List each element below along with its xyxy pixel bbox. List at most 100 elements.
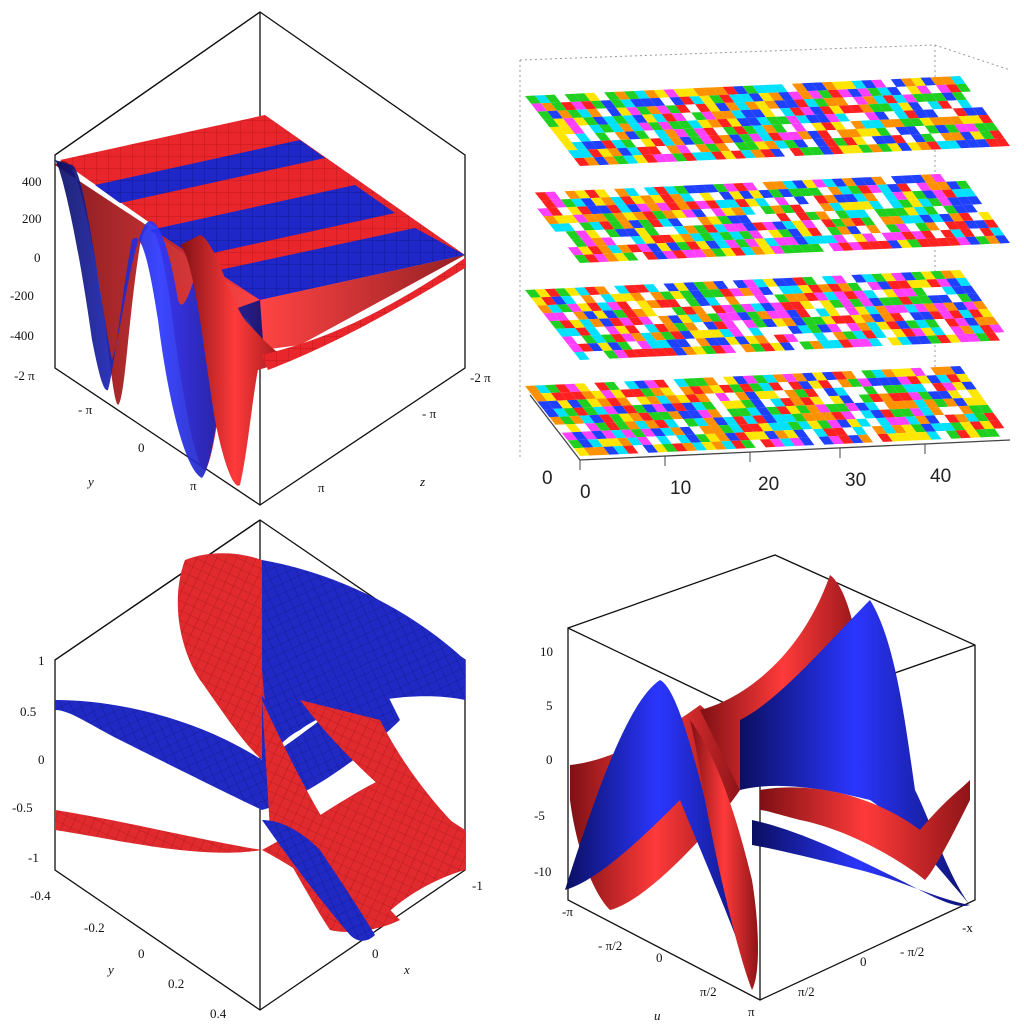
tr-cell [681,306,697,315]
tr-cell [685,144,702,153]
tr-cell [657,218,674,227]
tr-cell [856,128,872,137]
tr-cell [573,254,590,263]
tr-cell [891,425,907,434]
tr-cell [897,296,914,305]
tr-cell [594,422,611,431]
br-z-tick: 5 [546,698,553,713]
tr-cell [914,222,931,232]
tr-cell [691,306,707,315]
tr-cell [700,208,717,217]
tr-cell [813,195,829,204]
tr-cell [559,126,576,135]
tr-cell [572,407,589,416]
tr-cell [754,198,770,207]
tr-cell [848,104,865,113]
tr-cell [572,214,589,223]
tr-cell [697,119,713,129]
tr-cell [652,251,668,260]
bl-x-tick: -1 [472,878,483,893]
tr-cell [933,108,949,118]
tr-cell [575,230,592,239]
tr-cell [577,343,594,352]
tr-cell [872,385,888,394]
tr-cell [874,208,890,217]
tr-cell [579,319,595,328]
tr-cell [586,398,603,408]
tr-cell [742,222,758,231]
tr-cell [826,419,843,429]
tr-cell [728,328,745,337]
tr-cell [629,388,646,397]
tr-cell [962,397,978,406]
tr-cell [675,339,692,348]
tr-cell [693,322,709,331]
tr-cell [919,117,935,126]
tr-cell [541,102,557,112]
tr-cell [805,211,821,221]
tr-cell [802,429,819,438]
tr-cell [695,144,711,153]
tr-cell [656,242,672,252]
tr-cell [630,429,647,438]
tr-cell [866,87,883,97]
tr-cell [566,109,583,118]
tr-cell [659,234,676,243]
tr-cell [900,134,917,143]
tr-cell [572,117,589,126]
tr-cell [726,312,743,321]
tr-cell [652,348,668,357]
tr-cell [600,237,617,246]
br-y-tick: π [748,1004,755,1019]
tr-cell [642,251,659,260]
tr-cell [622,155,639,164]
tr-cell [885,224,901,233]
tr-cell [764,100,780,109]
tr-cell [935,140,952,150]
tr-cell [872,192,888,201]
tr-cell [852,96,869,105]
tr-cell [588,221,605,231]
tr-cell [597,148,613,157]
tr-cell [865,322,882,331]
tr-cell [655,299,672,308]
tr-cell [892,288,908,297]
tr-cell [574,287,591,296]
tr-cell [802,333,819,342]
tr-cell [616,107,632,116]
tr-cell [934,414,950,424]
tr-cell [744,335,760,344]
tr-cell [594,189,611,198]
tr-cell [650,235,666,244]
tr-cell [710,305,727,314]
tr-cell [892,384,908,393]
tr-cell [972,397,988,406]
tr-cell [848,201,865,210]
tr-cell [573,351,590,360]
tr-cell [613,445,629,455]
tr-cell [606,107,623,117]
tr-cell [695,103,711,113]
tr-cell [833,97,849,106]
tr-cell [604,91,620,101]
tr-cell [600,294,617,303]
tr-cell [775,213,792,222]
tr-cell [840,411,856,420]
tr-cell [626,147,643,156]
tr-cell [921,190,938,199]
tr-cell [887,240,903,249]
tr-cell [909,312,925,321]
tr-cell [644,227,660,236]
tr-cell [930,366,946,376]
tr-cell [975,333,991,342]
tr-cell [838,105,855,114]
tr-cell [759,246,776,255]
tr-cell [861,370,877,379]
tr-cell [740,206,756,215]
tr-cell [693,128,709,137]
tr-cell [874,401,890,410]
tr-cell [789,341,805,350]
tr-cell [858,104,874,113]
tr-cell [722,86,739,95]
tr-cell [712,86,729,96]
